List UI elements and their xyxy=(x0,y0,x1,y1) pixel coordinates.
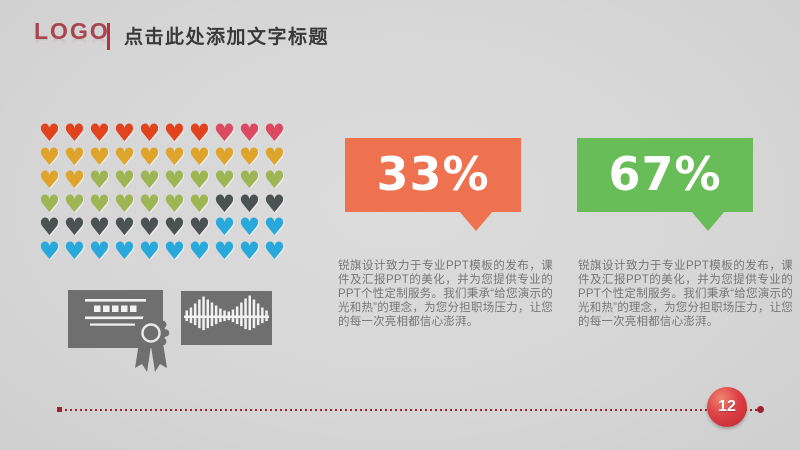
page-number: 12 xyxy=(718,398,736,415)
heart-gold: ♥ xyxy=(63,142,86,171)
heart-red-orange: ♥ xyxy=(63,119,86,147)
heart-olive-green: ♥ xyxy=(38,189,61,218)
heart-red-orange: ♥ xyxy=(88,119,111,147)
heart-blue: ♥ xyxy=(213,213,236,242)
heart-gold: ♥ xyxy=(213,142,236,171)
heart-blue: ♥ xyxy=(213,236,236,265)
callout-tail-icon xyxy=(459,211,493,231)
heart-blue: ♥ xyxy=(138,236,161,265)
body-text-placeholder-right[interactable]: 锐旗设计致力于专业PPT模板的发布，课件及汇报PPT的美化，并为您提供专业的PP… xyxy=(578,259,793,329)
heart-blue: ♥ xyxy=(113,236,136,265)
waveform-icon xyxy=(181,291,272,345)
heart-red-orange: ♥ xyxy=(113,119,136,147)
heart-olive-green: ♥ xyxy=(163,166,186,195)
callout-bubble-33: 33% xyxy=(345,138,521,231)
heart-gold: ♥ xyxy=(63,166,86,195)
heart-dark-gray: ♥ xyxy=(63,213,86,242)
heart-olive-green: ♥ xyxy=(188,189,211,218)
heart-red-orange: ♥ xyxy=(38,119,61,147)
heart-blue: ♥ xyxy=(238,236,261,265)
heart-olive-green: ♥ xyxy=(88,166,111,195)
heart-olive-green: ♥ xyxy=(138,166,161,195)
heart-gold: ♥ xyxy=(138,142,161,171)
heart-red-orange: ♥ xyxy=(188,119,211,147)
heart-olive-green: ♥ xyxy=(163,189,186,218)
heart-crimson: ♥ xyxy=(238,119,261,147)
logo-text: LOGO xyxy=(34,18,110,44)
heart-olive-green: ♥ xyxy=(88,189,111,218)
callout-bubble-67: 67% xyxy=(577,138,753,231)
logo-title-divider xyxy=(107,23,110,50)
heart-red-orange: ♥ xyxy=(163,119,186,147)
heart-pictograph: ♥ ♥ ♥ ♥ ♥ ♥ ♥ ♥ ♥ ♥ ♥ ♥ ♥ ♥ ♥ ♥ ♥ ♥ ♥ ♥ ♥ ♥ ♥ ♥ ♥ ♥ ♥ ♥ ♥ ♥ ♥ ♥ ♥ ♥ ♥ ♥ ♥ ♥ ♥ ♥… xyxy=(37,119,287,265)
heart-olive-green: ♥ xyxy=(138,189,161,218)
heart-blue: ♥ xyxy=(163,236,186,265)
heart-olive-green: ♥ xyxy=(213,166,236,195)
footer-line-end-dot xyxy=(757,406,764,413)
heart-dark-gray: ♥ xyxy=(213,189,236,218)
heart-gold: ♥ xyxy=(88,142,111,171)
ribbon-seal xyxy=(132,315,170,372)
heart-blue: ♥ xyxy=(263,236,286,265)
heart-olive-green: ♥ xyxy=(113,189,136,218)
callout-value-67: 67% xyxy=(608,147,722,201)
heart-gold: ♥ xyxy=(188,142,211,171)
heart-gold: ♥ xyxy=(113,142,136,171)
heart-gold: ♥ xyxy=(238,142,261,171)
heart-olive-green: ♥ xyxy=(188,166,211,195)
heart-blue: ♥ xyxy=(263,213,286,242)
footer-dashed-line xyxy=(60,409,762,411)
heart-dark-gray: ♥ xyxy=(113,213,136,242)
heart-dark-gray: ♥ xyxy=(88,213,111,242)
heart-dark-gray: ♥ xyxy=(138,213,161,242)
heart-blue: ♥ xyxy=(238,213,261,242)
heart-olive-green: ♥ xyxy=(63,189,86,218)
certificate-icon xyxy=(68,290,170,372)
heart-crimson: ♥ xyxy=(263,119,286,147)
footer-line-start-dot xyxy=(57,407,62,412)
callout-value-33: 33% xyxy=(376,147,490,201)
heart-dark-gray: ♥ xyxy=(188,213,211,242)
heart-blue: ♥ xyxy=(38,236,61,265)
heart-crimson: ♥ xyxy=(213,119,236,147)
title-placeholder[interactable]: 点击此处添加文字标题 xyxy=(124,27,330,48)
page-number-badge: 12 xyxy=(707,387,747,427)
heart-olive-green: ♥ xyxy=(263,166,286,195)
heart-red-orange: ♥ xyxy=(138,119,161,147)
heart-blue: ♥ xyxy=(188,236,211,265)
heart-blue: ♥ xyxy=(88,236,111,265)
heart-gold: ♥ xyxy=(263,142,286,171)
heart-olive-green: ♥ xyxy=(238,166,261,195)
heart-dark-gray: ♥ xyxy=(263,189,286,218)
heart-dark-gray: ♥ xyxy=(38,213,61,242)
heart-dark-gray: ♥ xyxy=(238,189,261,218)
body-text-placeholder-left[interactable]: 锐旗设计致力于专业PPT模板的发布，课件及汇报PPT的美化，并为您提供专业的PP… xyxy=(338,259,553,329)
heart-gold: ♥ xyxy=(163,142,186,171)
heart-dark-gray: ♥ xyxy=(163,213,186,242)
heart-gold: ♥ xyxy=(38,166,61,195)
heart-olive-green: ♥ xyxy=(113,166,136,195)
heart-gold: ♥ xyxy=(38,142,61,171)
heart-blue: ♥ xyxy=(63,236,86,265)
callout-tail-icon xyxy=(691,211,725,231)
